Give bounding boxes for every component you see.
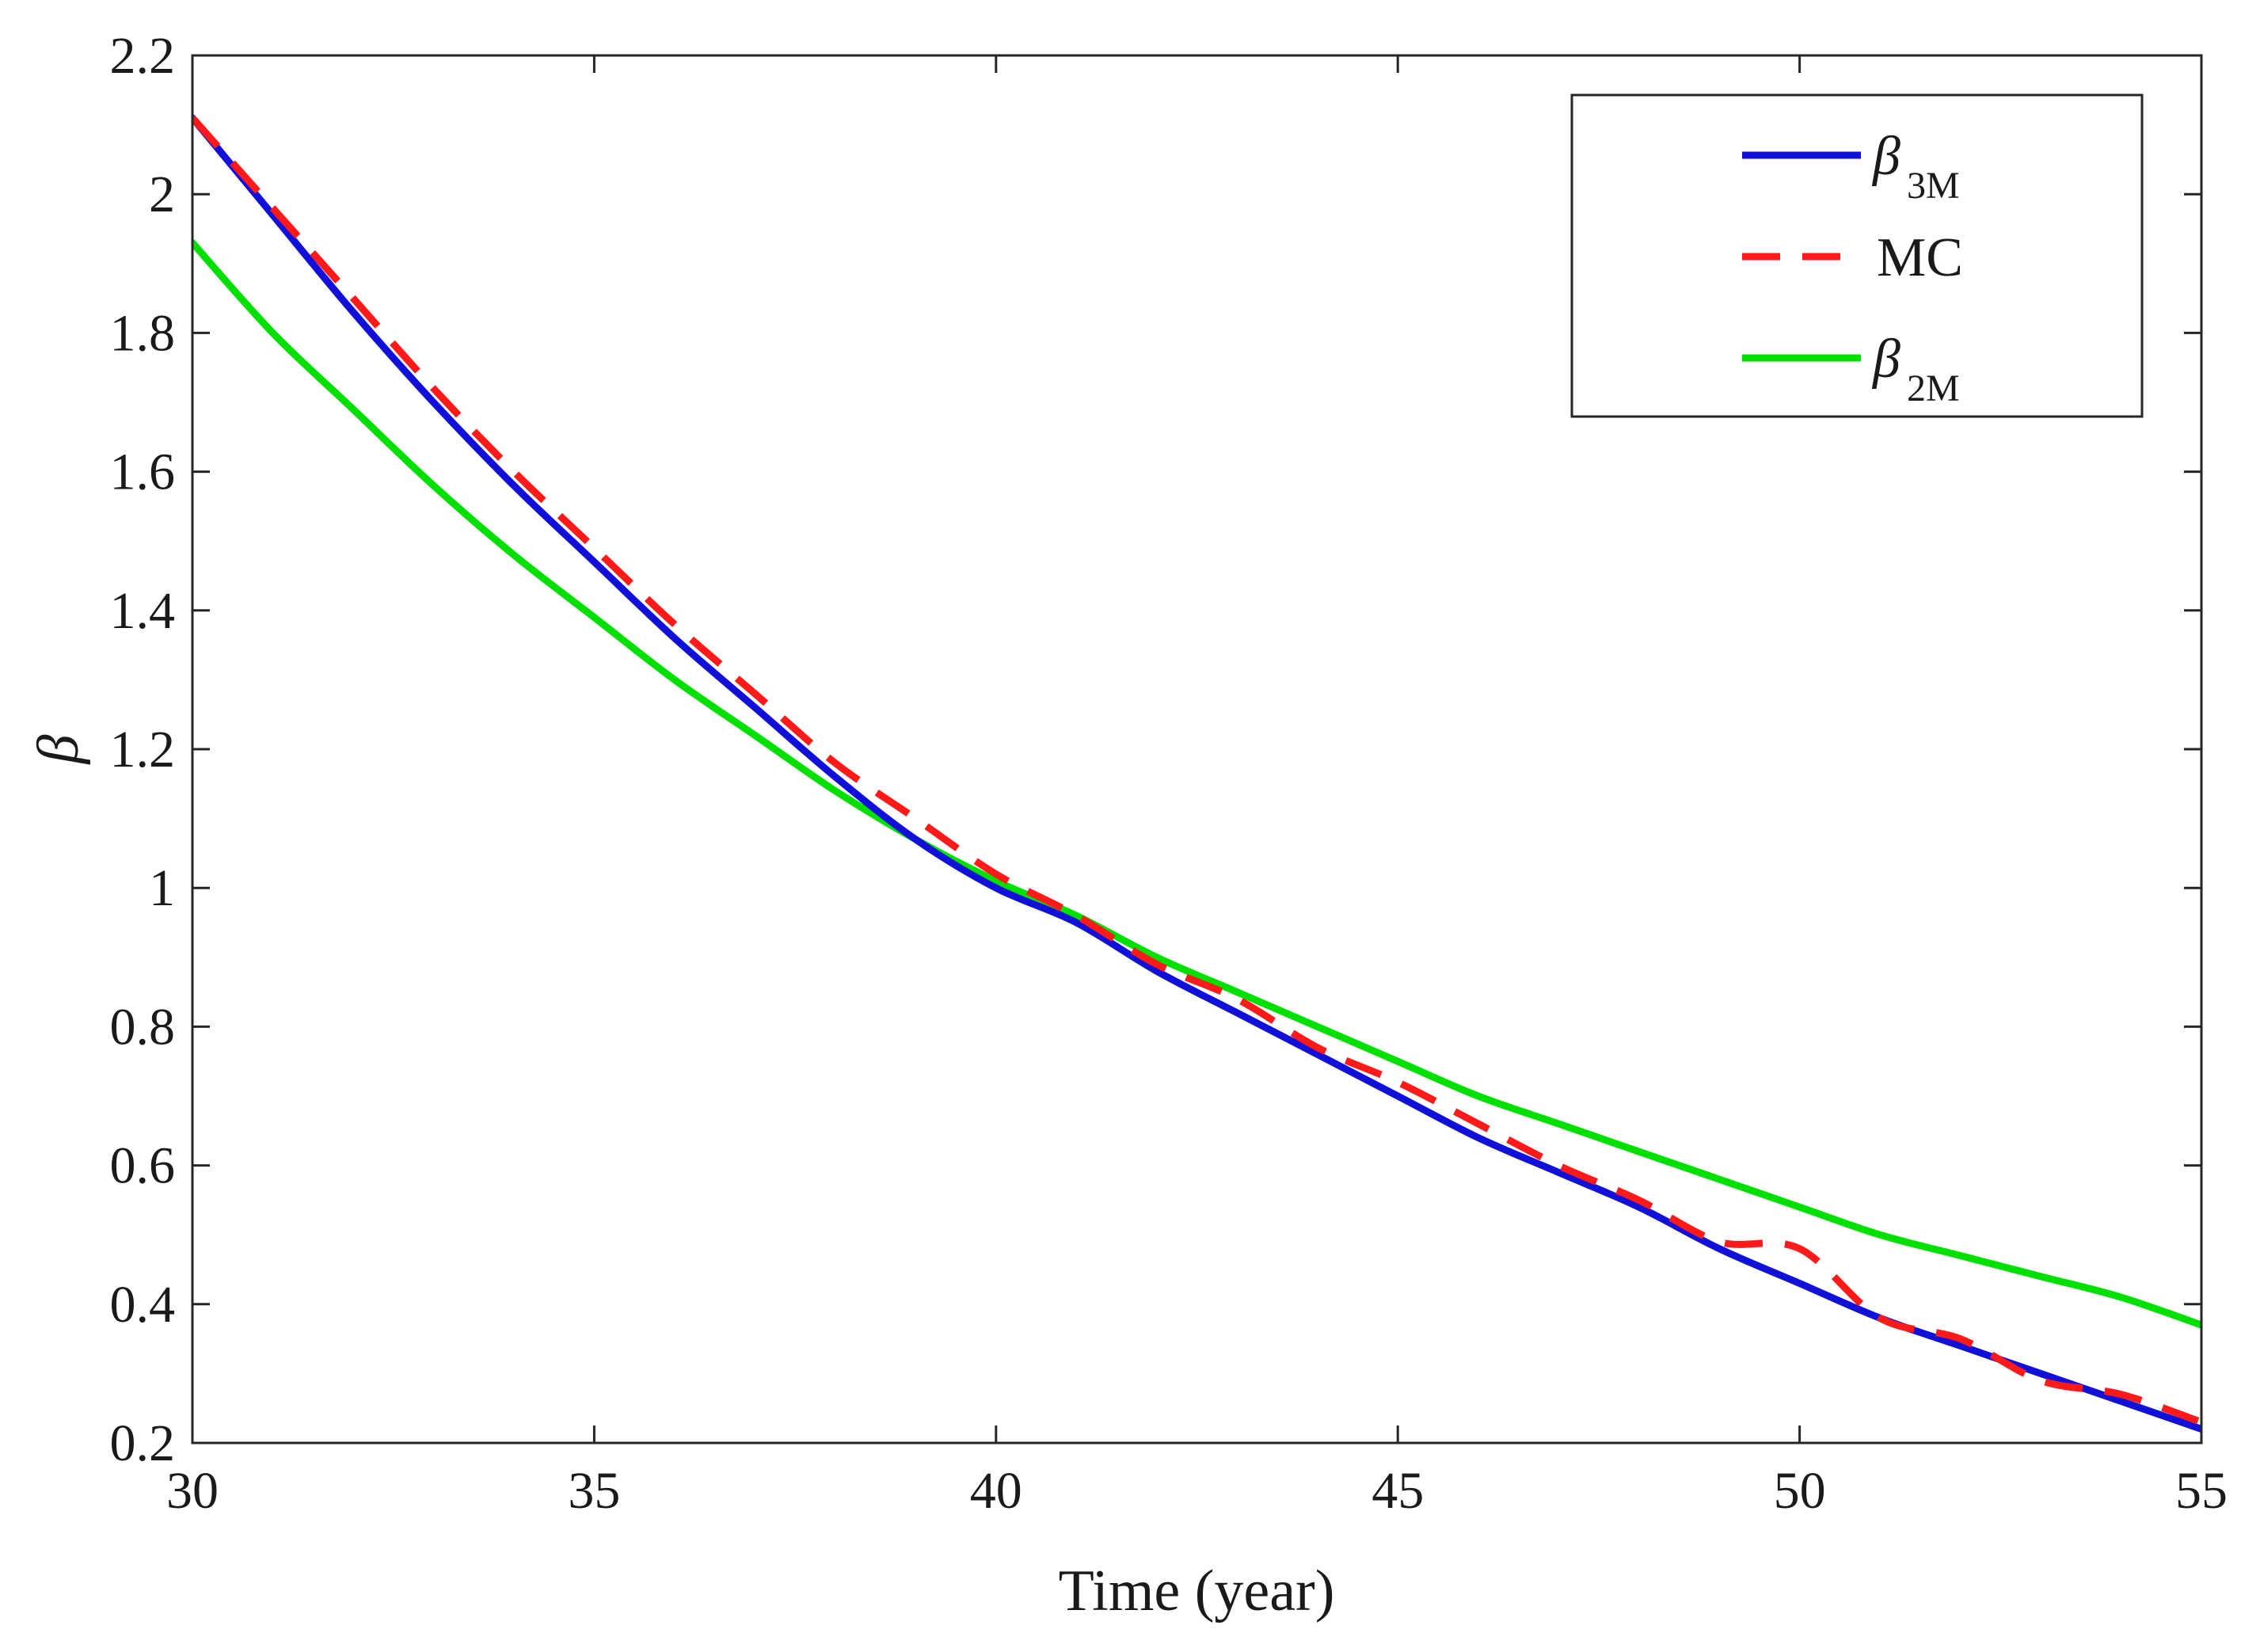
legend-subscript-3m: 3M: [1907, 165, 1960, 207]
legend: β 3M MC β 2M: [1570, 93, 2144, 418]
series-line-beta-2m: [192, 239, 2201, 1329]
legend-label-beta-3m: β: [1871, 126, 1900, 187]
y-tick-label: 1.6: [110, 443, 176, 501]
legend-label-beta-2m: β: [1871, 329, 1900, 390]
legend-box: [1570, 93, 2144, 418]
series-line-beta-3m: [192, 114, 2201, 1433]
x-tick-label: 35: [568, 1462, 620, 1520]
y-tick-label: 0.2: [110, 1414, 176, 1472]
y-tick-label: 1.4: [110, 582, 176, 640]
series-line-mc: [192, 115, 2201, 1426]
y-tick-label: 1.8: [110, 304, 176, 362]
x-tick-label: 55: [2175, 1462, 2228, 1520]
ticks-layer: 30 35 40 45 50 55 0.2 0.4 0.6 0.8 1 1.2 1.4 1.6 1.8 2 2.…: [110, 27, 2228, 1520]
legend-label-mc: MC: [1877, 227, 1963, 288]
y-tick-label: 2: [149, 166, 175, 223]
x-tick-label: 50: [1774, 1462, 1826, 1520]
y-tick-label: 1.2: [110, 721, 176, 778]
x-tick-label: 45: [1372, 1462, 1424, 1520]
y-tick-label: 0.6: [110, 1137, 176, 1195]
axes-box: [191, 54, 2203, 1445]
legend-subscript-2m: 2M: [1907, 367, 1960, 409]
x-tick-label: 40: [970, 1462, 1022, 1520]
y-tick-label: 0.8: [110, 998, 176, 1056]
x-axis-title: Time (year): [1059, 1559, 1335, 1623]
y-tick-label: 0.4: [110, 1276, 176, 1334]
y-tick-label: 2.2: [110, 27, 176, 85]
y-axis-title: β: [26, 734, 91, 765]
series-layer: [192, 114, 2201, 1433]
y-tick-label: 1: [149, 859, 175, 917]
x-tick-label: 30: [166, 1462, 219, 1520]
